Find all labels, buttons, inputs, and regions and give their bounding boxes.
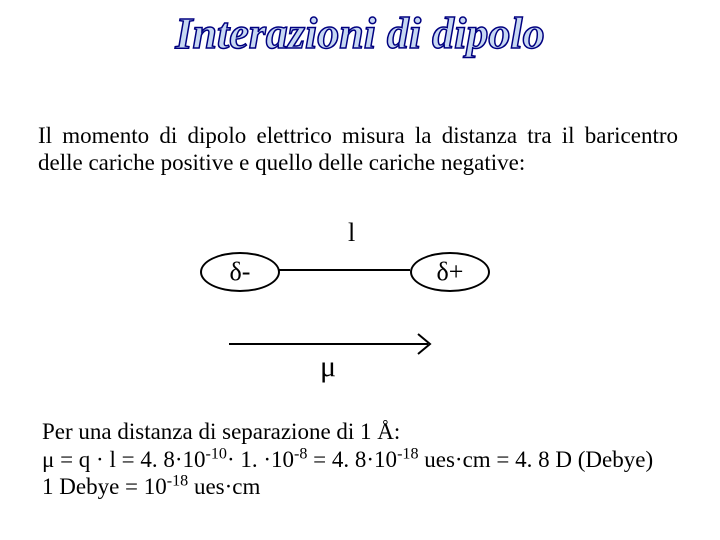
dipole-diagram: l δ- δ+ μ [180, 222, 500, 392]
slide: Interazioni di dipolo Il momento di dipo… [0, 0, 720, 540]
calc-line-1: Per una distanza di separazione di 1 Å: [42, 418, 682, 446]
positive-pole-ellipse: δ+ [410, 252, 490, 292]
slide-title: Interazioni di dipolo [0, 12, 720, 56]
distance-label: l [348, 218, 355, 248]
positive-pole-label: δ+ [437, 257, 464, 287]
mu-label: μ [320, 350, 336, 384]
negative-pole-ellipse: δ- [200, 252, 280, 292]
calc-line-3: 1 Debye = 10-18 ues·cm [42, 473, 682, 501]
negative-pole-label: δ- [230, 257, 251, 287]
intro-paragraph: Il momento di dipolo elettrico misura la… [38, 122, 678, 176]
bond-line [278, 269, 410, 271]
calc-line-2: μ = q · l = 4. 8·10-10· 1. ·10-8 = 4. 8·… [42, 446, 682, 474]
calculation-paragraph: Per una distanza di separazione di 1 Å: … [42, 418, 682, 501]
